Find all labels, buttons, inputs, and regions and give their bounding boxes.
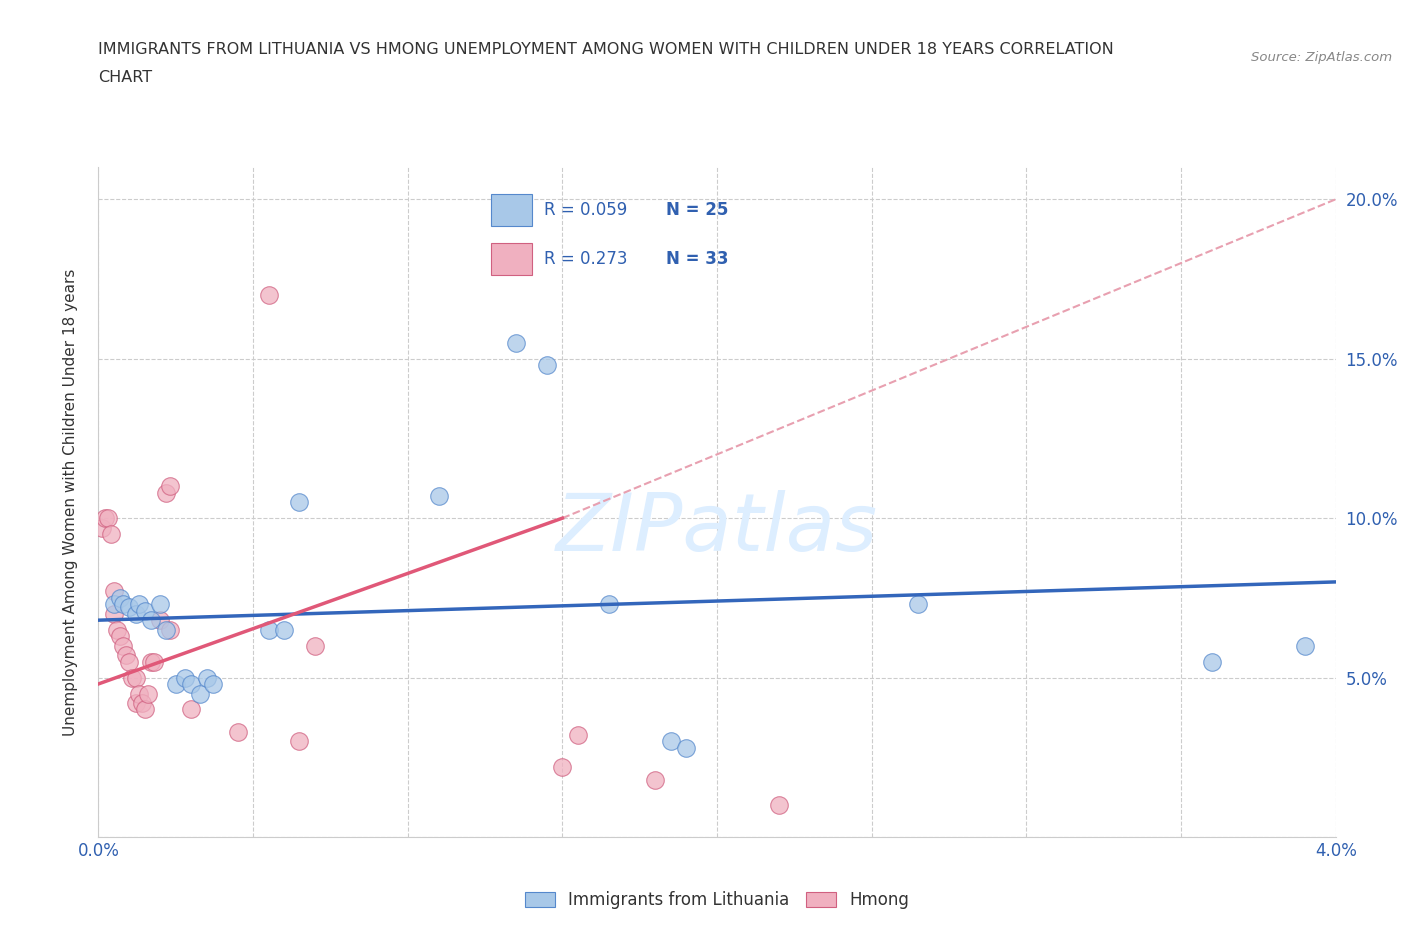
Point: [567, 727, 589, 742]
Point: [108, 591, 131, 605]
Point: [97, 511, 120, 525]
Y-axis label: Unemployment Among Women with Children Under 18 years: Unemployment Among Women with Children U…: [63, 269, 77, 736]
Point: [195, 671, 218, 685]
Point: [1294, 638, 1316, 653]
Point: [134, 604, 156, 618]
Point: [124, 606, 146, 621]
Point: [105, 622, 128, 637]
Point: [907, 597, 929, 612]
Point: [304, 638, 326, 653]
Point: [159, 622, 181, 637]
Point: [100, 526, 122, 541]
Point: [644, 772, 666, 787]
Point: [257, 622, 280, 637]
Text: Source: ZipAtlas.com: Source: ZipAtlas.com: [1251, 51, 1392, 64]
Point: [659, 734, 682, 749]
Point: [201, 676, 224, 691]
Point: [149, 613, 172, 628]
Point: [273, 622, 295, 637]
Point: [103, 597, 125, 612]
Text: IMMIGRANTS FROM LITHUANIA VS HMONG UNEMPLOYMENT AMONG WOMEN WITH CHILDREN UNDER : IMMIGRANTS FROM LITHUANIA VS HMONG UNEMP…: [98, 42, 1114, 57]
Point: [257, 287, 280, 302]
Point: [103, 584, 125, 599]
Point: [536, 358, 558, 373]
Point: [121, 671, 143, 685]
Point: [155, 622, 177, 637]
Point: [427, 488, 450, 503]
Point: [139, 654, 162, 669]
Point: [112, 638, 135, 653]
Point: [180, 702, 202, 717]
Point: [134, 702, 156, 717]
Point: [155, 485, 177, 500]
Point: [139, 613, 162, 628]
Point: [136, 686, 159, 701]
Point: [112, 597, 135, 612]
Point: [598, 597, 620, 612]
Point: [124, 696, 146, 711]
Point: [108, 629, 131, 644]
Point: [288, 734, 311, 749]
Point: [124, 671, 146, 685]
Legend: Immigrants from Lithuania, Hmong: Immigrants from Lithuania, Hmong: [519, 884, 915, 916]
Point: [505, 336, 527, 351]
Point: [190, 686, 212, 701]
Text: ZIPatlas: ZIPatlas: [555, 490, 879, 568]
Point: [103, 606, 125, 621]
Point: [128, 597, 150, 612]
Point: [93, 511, 115, 525]
Point: [1201, 654, 1223, 669]
Point: [165, 676, 187, 691]
Text: CHART: CHART: [98, 70, 152, 85]
Point: [149, 597, 172, 612]
Point: [143, 654, 166, 669]
Point: [768, 798, 790, 813]
Point: [288, 495, 311, 510]
Point: [180, 676, 202, 691]
Point: [118, 654, 141, 669]
Point: [115, 648, 138, 663]
Point: [174, 671, 197, 685]
Point: [159, 479, 181, 494]
Point: [551, 760, 574, 775]
Point: [226, 724, 249, 739]
Point: [118, 600, 141, 615]
Point: [675, 740, 697, 755]
Point: [90, 520, 112, 535]
Point: [128, 686, 150, 701]
Point: [131, 696, 153, 711]
